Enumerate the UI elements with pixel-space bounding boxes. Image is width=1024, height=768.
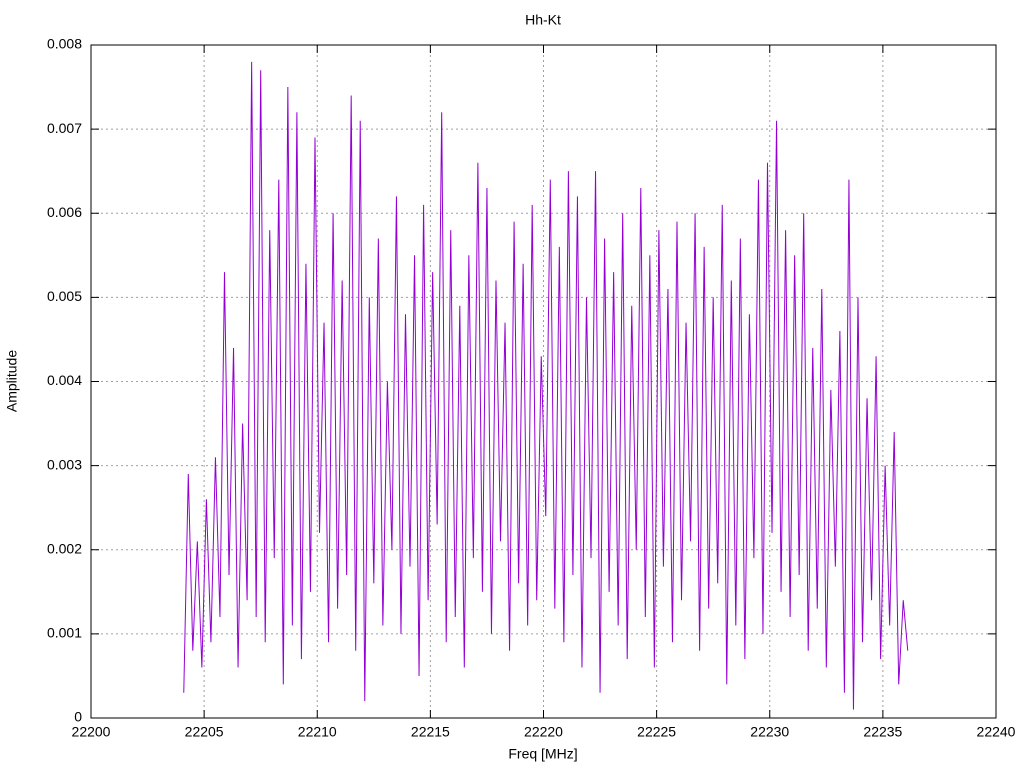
y-axis-label: Amplitude [4, 350, 20, 412]
x-tick-label: 22220 [524, 724, 563, 740]
y-tick-label: 0.002 [47, 540, 82, 556]
x-tick-label: 22205 [185, 724, 224, 740]
y-tick-label: 0.003 [47, 456, 82, 472]
x-tick-label: 22235 [863, 724, 902, 740]
x-tick-label: 22200 [72, 724, 111, 740]
x-tick-label: 22240 [977, 724, 1016, 740]
x-tick-label: 22225 [637, 724, 676, 740]
x-tick-label: 22230 [750, 724, 789, 740]
y-tick-label: 0.006 [47, 204, 82, 220]
chart-title: Hh-Kt [525, 12, 561, 28]
y-tick-label: 0.001 [47, 625, 82, 641]
data-line [183, 61, 909, 710]
y-tick-label: 0.007 [47, 120, 82, 136]
plot-frame [90, 44, 997, 719]
y-tick-label: 0.005 [47, 288, 82, 304]
y-tick-label: 0 [74, 709, 82, 725]
y-tick-label: 0.004 [47, 372, 82, 388]
x-tick-label: 22210 [298, 724, 337, 740]
x-axis-label: Freq [MHz] [508, 746, 577, 762]
x-tick-label: 22215 [411, 724, 450, 740]
y-tick-label: 0.008 [47, 36, 82, 52]
